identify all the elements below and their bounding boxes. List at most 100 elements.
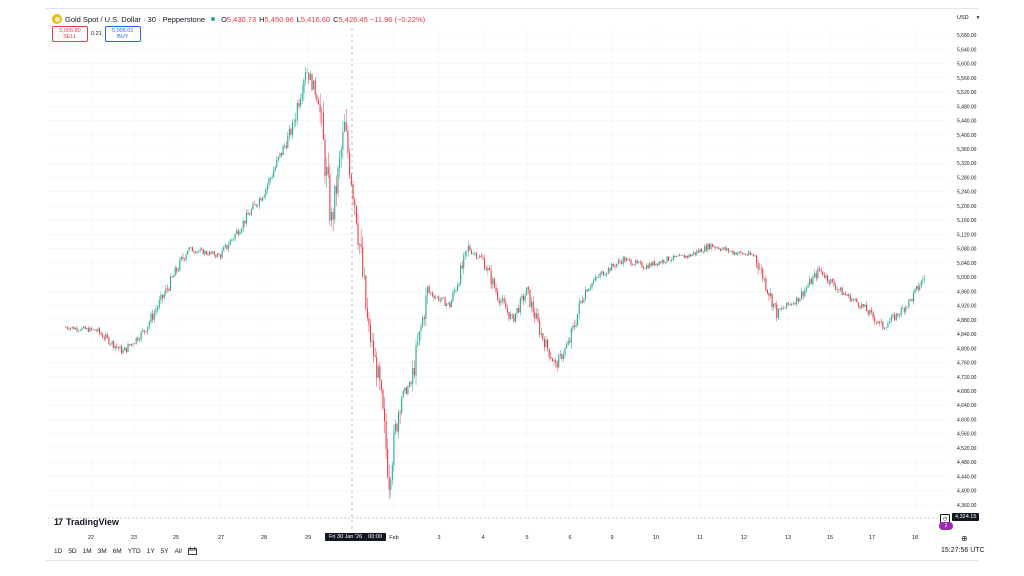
candle-body (304, 72, 307, 81)
candle-body (777, 308, 779, 318)
price-tick-label: 5,560.00 (957, 76, 977, 82)
candle-body (578, 302, 580, 314)
candle-body (207, 253, 209, 255)
candle-body (825, 275, 827, 278)
utc-clock[interactable]: 15:27:56 UTC (941, 547, 985, 554)
candle-body (362, 246, 364, 277)
top-border (46, 8, 978, 9)
candle-body (875, 321, 877, 323)
candle-body (501, 298, 504, 301)
candle-body (111, 341, 113, 344)
candle-body (789, 304, 791, 305)
candle-body (241, 229, 243, 233)
candle-body (602, 271, 604, 276)
candle-body (597, 277, 600, 278)
candle-body (76, 327, 78, 331)
currency-selector[interactable]: USD ▾ (957, 15, 979, 21)
candle-body (880, 321, 882, 322)
candle-body (268, 178, 270, 186)
candle-body (113, 341, 115, 348)
candle-body (288, 128, 290, 136)
candle-body (171, 276, 173, 278)
price-tick-label: 4,760.00 (957, 361, 977, 367)
candle-body (628, 259, 631, 260)
symbol-title[interactable]: Gold Spot / U.S. Dollar · 30 · Peppersto… (65, 14, 206, 24)
candle-body (617, 260, 619, 264)
alert-badge[interactable]: 2 (939, 522, 953, 530)
candle-body (903, 308, 905, 312)
range-6m-button[interactable]: 6M (112, 547, 122, 555)
candle-body (228, 245, 230, 249)
candle-body (301, 92, 303, 99)
range-3m-button[interactable]: 3M (97, 547, 107, 555)
candle-body (569, 340, 571, 343)
candle-body (529, 289, 531, 307)
candle-body (168, 288, 170, 291)
range-all-button[interactable]: All (174, 547, 182, 555)
candle-body (781, 308, 783, 310)
time-axis[interactable]: 22 23 25 27 28 29 Feb 3 4 5 6 9 10 11 12 13 15 17 18 (88, 535, 918, 541)
price-axis[interactable]: 4,360.00 4,400.00 4,440.00 4,480.00 4,520.00… (957, 33, 977, 509)
candle-body (658, 261, 660, 266)
candle-body (173, 275, 175, 278)
range-5d-button[interactable]: 5D (68, 547, 77, 555)
goto-realtime-icon[interactable]: ⊕ (961, 534, 968, 543)
candle-body (66, 327, 68, 329)
candle-body (190, 247, 192, 248)
candle-body (765, 278, 767, 290)
candle-body (604, 274, 606, 276)
candle-body (463, 255, 465, 268)
range-1m-button[interactable]: 1M (82, 547, 92, 555)
range-ytd-button[interactable]: YTD (127, 547, 141, 555)
sell-button[interactable]: 5,005.80 SELL (52, 26, 88, 42)
candle-body (391, 465, 393, 480)
candle-body (425, 295, 427, 319)
time-tick-label: 3 (437, 535, 440, 541)
candle-body (450, 301, 452, 308)
candle-body (242, 220, 244, 230)
candle-body (746, 254, 748, 256)
range-5y-button[interactable]: 5Y (160, 547, 169, 555)
candle-body (867, 311, 869, 315)
candle-body (827, 275, 829, 282)
range-1d-button[interactable]: 1D (54, 547, 63, 555)
candle-body (422, 317, 424, 327)
candle-body (843, 293, 845, 295)
candle-body (231, 239, 233, 241)
candle-body (854, 299, 856, 300)
tradingview-logo[interactable]: 17 TradingView (54, 517, 119, 527)
buy-button[interactable]: 5,006.01 BUY (104, 26, 141, 42)
range-1y-button[interactable]: 1Y (146, 547, 155, 555)
candle-body (145, 331, 147, 333)
price-tick-label: 4,400.00 (957, 489, 977, 495)
candle-body (435, 297, 437, 299)
candle-body (756, 255, 758, 263)
candle-body (688, 254, 690, 258)
candle-body (690, 254, 692, 257)
candle-body (625, 258, 627, 262)
candle-body (815, 273, 817, 278)
price-tick-label: 4,960.00 (957, 289, 977, 295)
candle-body (81, 328, 83, 331)
candle-body (773, 303, 775, 307)
candle-body (405, 387, 407, 394)
candle-body (694, 252, 696, 255)
candle-body (317, 100, 320, 105)
candle-body (82, 326, 85, 329)
candle-body (382, 390, 384, 409)
candle-body (97, 328, 99, 331)
candle-body (354, 199, 356, 206)
candle-body (511, 314, 513, 315)
candle-body (257, 205, 259, 207)
calendar-range-icon[interactable] (187, 547, 197, 555)
candle-body (805, 287, 807, 290)
candle-body (583, 299, 585, 303)
candle-body (439, 299, 441, 301)
candle-body (166, 288, 168, 290)
candle-body (782, 308, 784, 309)
candle-body (492, 278, 494, 285)
candle-body (417, 342, 419, 346)
candle-body (415, 345, 417, 376)
